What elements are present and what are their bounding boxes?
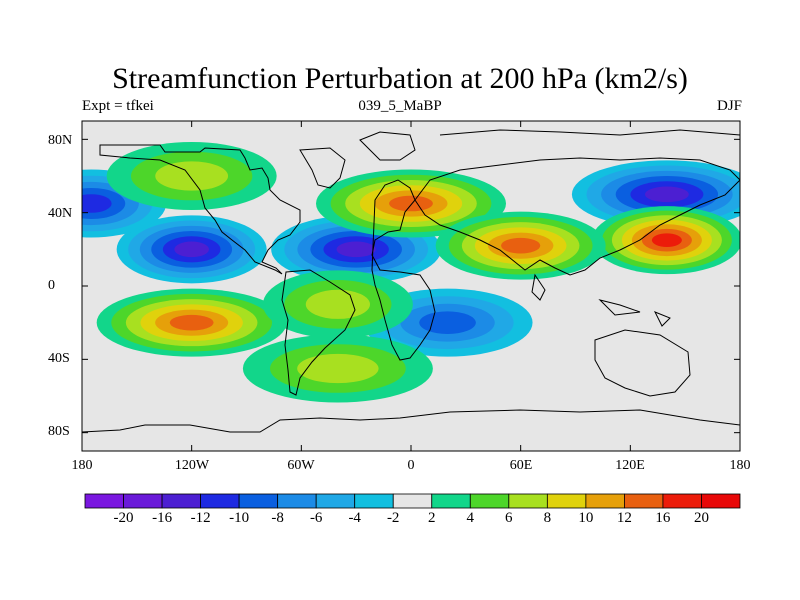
colorbar-label: -2	[386, 510, 400, 526]
colorbar-label: 20	[694, 510, 709, 526]
colorbar-label: 2	[428, 510, 436, 526]
lon-label-60w: 60W	[287, 458, 315, 473]
axis-ticks	[81, 121, 741, 451]
lon-label-120w: 120W	[174, 458, 210, 473]
contour-band	[419, 311, 476, 334]
lat-label-40s: 40S	[48, 351, 70, 366]
lat-label-80s: 80S	[48, 424, 70, 439]
colorbar-label: -20	[113, 510, 134, 526]
colorbar-label: -8	[271, 510, 284, 526]
contour-band	[501, 237, 541, 254]
lon-label-180w: 180	[71, 458, 93, 473]
colorbar-label: -6	[309, 510, 323, 526]
lon-label-0: 0	[407, 458, 415, 473]
contour-band	[82, 194, 112, 213]
colorbar-label: 16	[655, 510, 671, 526]
lat-label-0: 0	[48, 278, 55, 293]
case-label: 039_5_MaBP	[358, 98, 442, 114]
colorbar-label: 12	[616, 510, 632, 526]
lon-label-180e: 180	[729, 458, 751, 473]
contour-band	[169, 314, 214, 331]
colorbar-label: 4	[466, 510, 475, 526]
contour-band	[644, 186, 689, 203]
lon-label-120e: 120E	[615, 458, 645, 473]
colorbar-label: 8	[543, 510, 552, 526]
contour-band	[651, 233, 682, 247]
experiment-label: Expt = tfkei	[82, 98, 154, 114]
season-label: DJF	[716, 98, 742, 114]
lat-label-40n: 40N	[48, 206, 73, 221]
lat-label-80n: 80N	[48, 133, 73, 148]
coastlines	[82, 129, 740, 433]
colorbar-label: -16	[152, 510, 173, 526]
contour-band	[297, 353, 379, 384]
contour-band	[336, 241, 376, 258]
colorbar-label: 6	[505, 510, 513, 526]
colorbar-label: -4	[348, 510, 361, 526]
colorbar-label: 10	[578, 510, 594, 526]
colorbar-label: -12	[190, 510, 211, 526]
contour-band	[389, 195, 433, 212]
contour-band	[155, 161, 229, 191]
colorbar-label: -10	[229, 510, 250, 526]
contour-band	[305, 289, 370, 319]
contour-band	[174, 241, 209, 258]
lon-label-60e: 60E	[509, 458, 533, 473]
page-title: Streamfunction Perturbation at 200 hPa (…	[112, 62, 688, 95]
